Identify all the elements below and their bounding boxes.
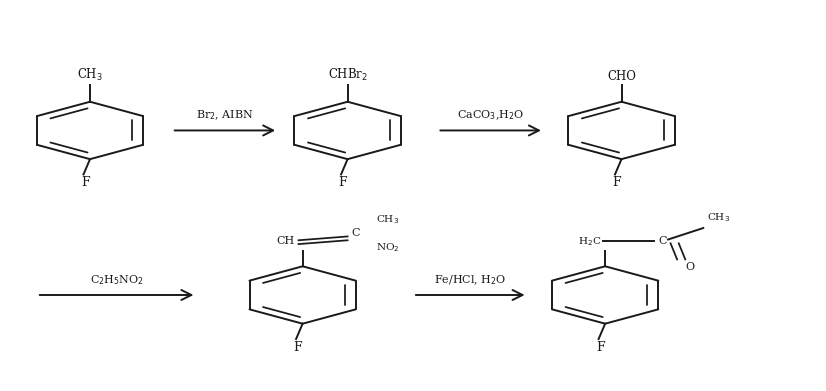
Text: C: C: [352, 228, 360, 239]
Text: Fe/HCl, H$_2$O: Fe/HCl, H$_2$O: [434, 273, 506, 287]
Text: CaCO$_3$,H$_2$O: CaCO$_3$,H$_2$O: [457, 108, 525, 122]
Text: CH$_3$: CH$_3$: [707, 212, 730, 224]
Text: CH$_3$: CH$_3$: [77, 67, 103, 83]
Text: NO$_2$: NO$_2$: [376, 242, 400, 254]
Text: F: F: [339, 176, 347, 189]
Text: F: F: [81, 176, 89, 189]
Text: C: C: [658, 237, 667, 246]
Text: CHBr$_2$: CHBr$_2$: [328, 67, 368, 83]
Text: CHO: CHO: [607, 70, 636, 83]
Text: H$_2$C: H$_2$C: [577, 235, 601, 248]
Text: F: F: [293, 341, 302, 354]
Text: C$_2$H$_5$NO$_2$: C$_2$H$_5$NO$_2$: [89, 273, 144, 287]
Text: CH$_3$: CH$_3$: [376, 213, 399, 226]
Text: CH: CH: [276, 237, 294, 246]
Text: F: F: [612, 176, 621, 189]
Text: Br$_2$, AIBN: Br$_2$, AIBN: [196, 108, 254, 122]
Text: O: O: [686, 262, 695, 273]
Text: F: F: [596, 341, 605, 354]
